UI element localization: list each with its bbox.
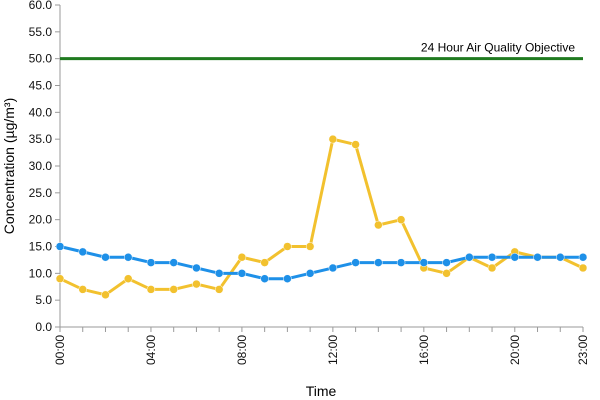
- data-point: [78, 285, 87, 294]
- data-point: [396, 215, 406, 224]
- x-tick-label: 12:00: [326, 335, 340, 365]
- data-point: [123, 252, 133, 262]
- reference-line-group: 24 Hour Air Quality Objective: [60, 41, 583, 61]
- data-point: [55, 274, 65, 283]
- y-tick-label: 10.0: [29, 266, 53, 280]
- data-point: [283, 274, 292, 283]
- series-1: [55, 134, 588, 300]
- y-tick-label: 35.0: [29, 132, 53, 146]
- data-point: [169, 285, 178, 294]
- data-point: [351, 258, 360, 267]
- y-tick-label: 40.0: [29, 105, 53, 119]
- y-axis-ticks: 0.0 5.0 10.0 15.0 20.0 25.0 30.0 35.0 40.0 45.0 50…: [29, 0, 60, 334]
- x-tick-label: 16:00: [417, 335, 431, 365]
- data-point: [283, 242, 292, 251]
- data-point: [328, 134, 338, 144]
- data-point: [237, 269, 247, 278]
- y-tick-label: 20.0: [29, 213, 53, 227]
- series-2: [55, 242, 588, 283]
- x-tick-label: 00:00: [53, 335, 67, 365]
- data-point: [146, 258, 156, 267]
- y-tick-label: 30.0: [29, 159, 53, 173]
- y-tick-label: 5.0: [35, 293, 52, 307]
- data-point: [260, 274, 269, 283]
- data-point: [192, 279, 201, 289]
- data-point: [78, 247, 87, 257]
- y-tick-label: 25.0: [29, 186, 53, 200]
- data-point: [123, 274, 133, 283]
- y-axis-title: Concentration (µg/m³): [1, 98, 17, 234]
- data-point: [442, 258, 451, 267]
- y-tick-label: 60.0: [29, 0, 53, 12]
- data-point: [556, 252, 565, 262]
- y-tick-label: 55.0: [29, 25, 53, 39]
- y-tick-label: 50.0: [29, 52, 53, 66]
- data-point: [578, 252, 588, 262]
- data-point: [214, 285, 224, 294]
- data-point: [55, 242, 65, 251]
- data-point: [237, 252, 247, 262]
- data-point: [374, 258, 383, 267]
- x-axis-title: Time: [306, 383, 337, 399]
- data-point: [146, 285, 156, 294]
- data-point: [487, 252, 497, 262]
- data-point: [351, 140, 360, 149]
- x-tick-label: 08:00: [235, 335, 249, 365]
- x-tick-label: 23:00: [576, 335, 590, 365]
- data-point: [328, 263, 338, 273]
- data-point: [510, 252, 520, 262]
- data-point: [101, 290, 110, 300]
- y-tick-label: 0.0: [35, 320, 52, 334]
- series-line: [59, 245, 583, 281]
- x-axis-ticks: 00:00 04:00 08:00 12:00 16:00 20:00 23:00: [53, 327, 590, 365]
- data-point: [533, 252, 542, 262]
- data-point: [419, 258, 429, 267]
- data-point: [192, 263, 201, 273]
- data-point: [578, 263, 588, 273]
- data-point: [169, 258, 178, 267]
- data-point: [305, 242, 315, 251]
- data-point: [465, 252, 474, 262]
- x-tick-label: 20:00: [508, 335, 522, 365]
- y-tick-label: 45.0: [29, 79, 53, 93]
- data-point: [214, 269, 224, 278]
- y-tick-label: 15.0: [29, 240, 53, 254]
- data-series: [55, 134, 588, 300]
- reference-line-label: 24 Hour Air Quality Objective: [421, 41, 575, 55]
- data-point: [442, 269, 451, 278]
- data-point: [487, 263, 497, 273]
- data-point: [374, 220, 383, 230]
- data-point: [260, 258, 269, 267]
- x-tick-label: 04:00: [144, 335, 158, 365]
- data-point: [396, 258, 406, 267]
- data-point: [305, 269, 315, 278]
- data-point: [101, 252, 110, 262]
